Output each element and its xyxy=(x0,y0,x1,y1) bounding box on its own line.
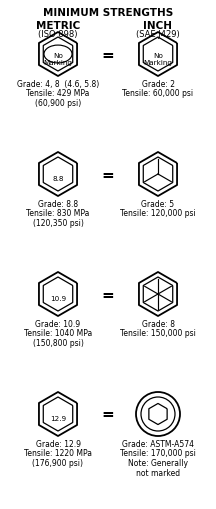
Text: No
Marking: No Marking xyxy=(143,52,173,66)
Text: (60,900 psi): (60,900 psi) xyxy=(35,99,81,108)
Text: Tensile: 830 MPa: Tensile: 830 MPa xyxy=(26,209,90,218)
Text: Grade: ASTM-A574: Grade: ASTM-A574 xyxy=(122,439,194,448)
Text: =: = xyxy=(102,167,114,182)
Text: (176,900 psi): (176,900 psi) xyxy=(32,458,84,467)
Text: INCH: INCH xyxy=(143,21,173,31)
Text: (SAE J429): (SAE J429) xyxy=(136,30,180,39)
Text: Note: Generally
not marked: Note: Generally not marked xyxy=(128,458,188,477)
Text: 8.8: 8.8 xyxy=(52,176,64,182)
Text: Tensile: 150,000 psi: Tensile: 150,000 psi xyxy=(120,329,196,338)
Text: Grade: 2: Grade: 2 xyxy=(141,80,175,89)
Text: Grade: 10.9: Grade: 10.9 xyxy=(35,319,81,328)
Text: Tensile: 1220 MPa: Tensile: 1220 MPa xyxy=(24,448,92,458)
Text: MINIMUM STRENGTHS: MINIMUM STRENGTHS xyxy=(43,8,173,18)
Text: Tensile: 1040 MPa: Tensile: 1040 MPa xyxy=(24,329,92,338)
Text: Grade: 8.8: Grade: 8.8 xyxy=(38,200,78,209)
Text: (ISO 898): (ISO 898) xyxy=(38,30,78,39)
Text: Tensile: 60,000 psi: Tensile: 60,000 psi xyxy=(122,89,194,98)
Text: 12.9: 12.9 xyxy=(50,415,66,421)
Text: METRIC: METRIC xyxy=(36,21,80,31)
Text: =: = xyxy=(102,287,114,302)
Text: =: = xyxy=(102,47,114,63)
Text: Tensile: 429 MPa: Tensile: 429 MPa xyxy=(26,89,90,98)
Text: 10.9: 10.9 xyxy=(50,296,66,302)
Text: Grade: 5: Grade: 5 xyxy=(141,200,175,209)
Text: (150,800 psi): (150,800 psi) xyxy=(33,338,83,347)
Text: Grade: 4, 8  (4.6, 5.8): Grade: 4, 8 (4.6, 5.8) xyxy=(17,80,99,89)
Text: No
Marking: No Marking xyxy=(43,52,73,66)
Text: Tensile: 120,000 psi: Tensile: 120,000 psi xyxy=(120,209,196,218)
Text: Tensile: 170,000 psi: Tensile: 170,000 psi xyxy=(120,448,196,458)
Text: (120,350 psi): (120,350 psi) xyxy=(33,218,83,228)
Text: Grade: 12.9: Grade: 12.9 xyxy=(35,439,81,448)
Text: Grade: 8: Grade: 8 xyxy=(141,319,175,328)
Text: =: = xyxy=(102,407,114,421)
